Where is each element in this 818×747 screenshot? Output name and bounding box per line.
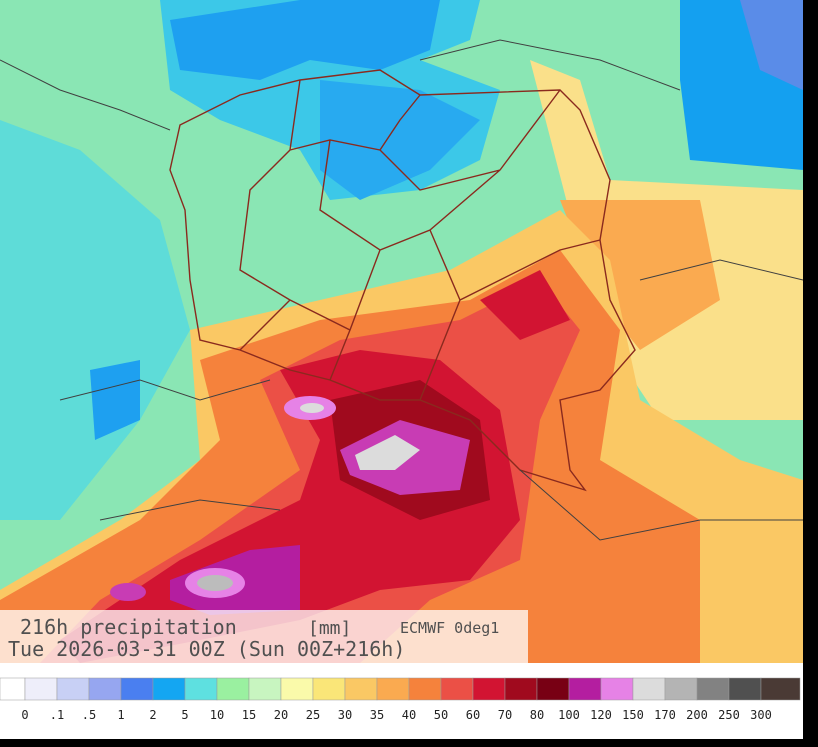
- model: ECMWF 0deg1: [400, 619, 499, 637]
- color-box: [152, 677, 186, 701]
- legend-label: 30: [338, 708, 352, 722]
- legend-label: 60: [466, 708, 480, 722]
- legend-label: .5: [82, 708, 96, 722]
- legend-label: 5: [181, 708, 188, 722]
- legend-panel: [0, 663, 803, 739]
- country-borders: [0, 39, 804, 541]
- legend-label: 300: [750, 708, 772, 722]
- legend-label: 2: [149, 708, 156, 722]
- legend-label: 10: [210, 708, 224, 722]
- legend-label: 120: [590, 708, 612, 722]
- legend-label: 100: [558, 708, 580, 722]
- legend-label: 35: [370, 708, 384, 722]
- legend-label: 70: [498, 708, 512, 722]
- legend-label: 15: [242, 708, 256, 722]
- color-box: [632, 677, 666, 701]
- color-box: [184, 677, 218, 701]
- color-box: [760, 677, 801, 701]
- color-box: [24, 677, 58, 701]
- color-box: [120, 677, 154, 701]
- legend-label: 250: [718, 708, 740, 722]
- color-box: [504, 677, 538, 701]
- color-box: [472, 677, 506, 701]
- legend-label: .1: [50, 708, 64, 722]
- color-box: [408, 677, 442, 701]
- precip-fields: [0, 0, 803, 663]
- legend-label: 0: [21, 708, 28, 722]
- color-box: [664, 677, 698, 701]
- legend-label: 170: [654, 708, 676, 722]
- color-box: [280, 677, 314, 701]
- color-box: [0, 677, 26, 701]
- color-box: [344, 677, 378, 701]
- legend-label: 40: [402, 708, 416, 722]
- title: 216h precipitation: [20, 615, 237, 639]
- legend-label: 200: [686, 708, 708, 722]
- color-box: [312, 677, 346, 701]
- legend-label: 1: [117, 708, 124, 722]
- color-box: [376, 677, 410, 701]
- legend-label: 25: [306, 708, 320, 722]
- color-box: [696, 677, 730, 701]
- legend-label: 150: [622, 708, 644, 722]
- borders: [169, 69, 636, 492]
- legend-label: 20: [274, 708, 288, 722]
- color-box: [88, 677, 122, 701]
- unit: [mm]: [308, 618, 351, 639]
- info-box: [0, 610, 528, 663]
- color-box: [568, 677, 602, 701]
- legend-label: 80: [530, 708, 544, 722]
- color-box: [216, 677, 250, 701]
- color-box: [440, 677, 474, 701]
- color-box: [600, 677, 634, 701]
- valid-time: Tue 2026-03-31 00Z (Sun 00Z+216h): [8, 637, 405, 661]
- color-box: [56, 677, 90, 701]
- color-box: [536, 677, 570, 701]
- colorbar: 0.1.5 1 2 5 10 15 20 25 30 35 40 50 60 70 80 100 120 150 1…: [0, 677, 801, 722]
- color-box: [248, 677, 282, 701]
- color-box: [728, 677, 762, 701]
- legend-label: 50: [434, 708, 448, 722]
